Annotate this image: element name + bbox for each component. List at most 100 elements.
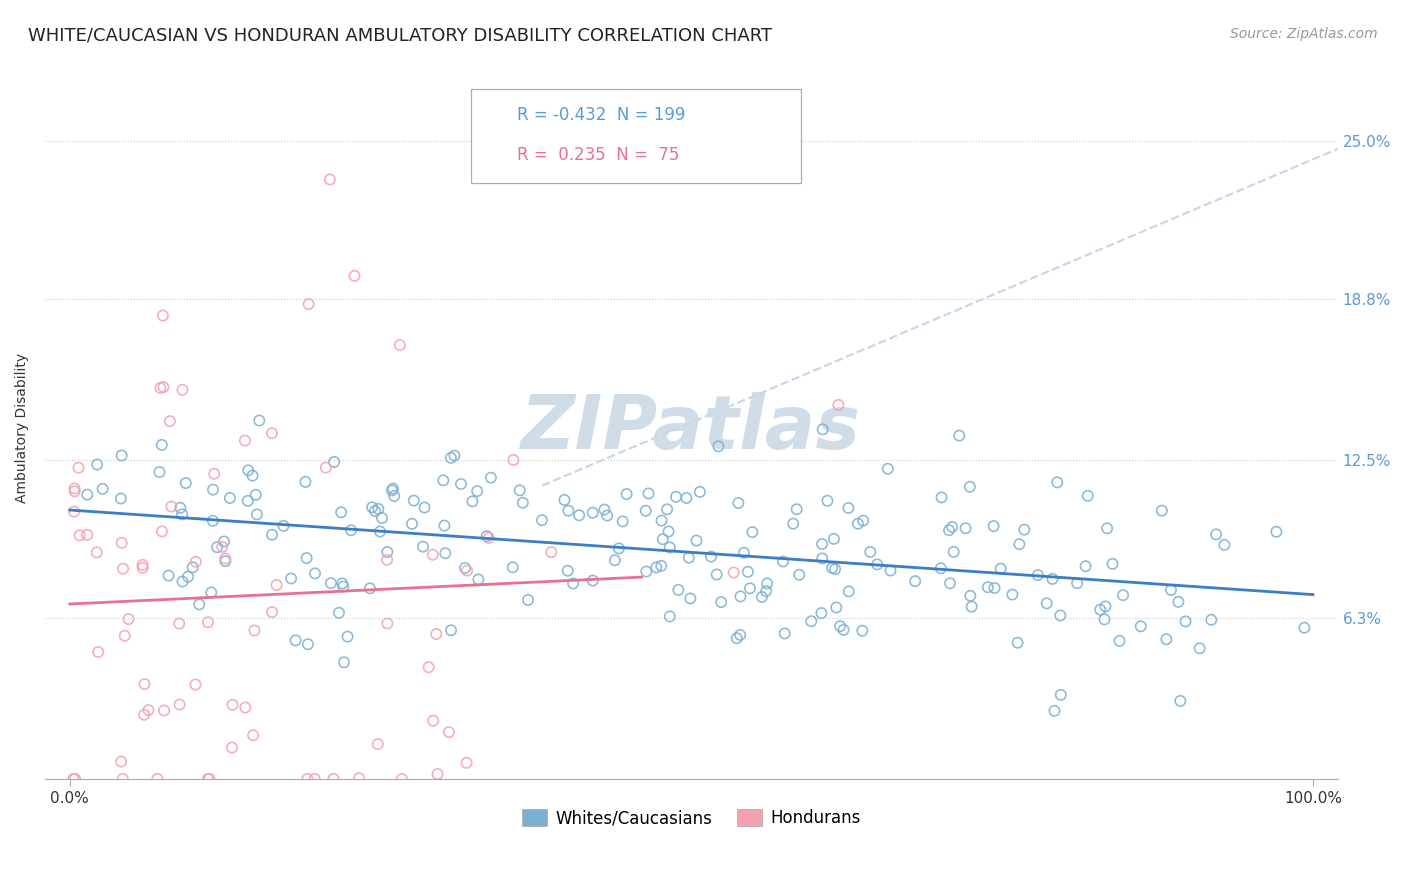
Point (110, 755, 132, 769)
Point (876, 461, 898, 475)
Point (517, 593, 540, 607)
Point (1201, 613, 1223, 627)
Point (512, 496, 534, 510)
Point (242, 468, 264, 483)
Point (214, 551, 236, 566)
Point (422, 714, 444, 728)
Text: ZIPatlas: ZIPatlas (522, 392, 862, 465)
Point (297, 297, 319, 311)
Point (197, 772, 219, 786)
Point (990, 562, 1012, 576)
Point (1043, 704, 1066, 718)
Point (211, 540, 233, 554)
Point (212, 534, 235, 549)
Point (174, 476, 197, 491)
Point (728, 628, 751, 642)
Point (434, 546, 457, 560)
Point (786, 502, 808, 516)
Point (1026, 568, 1049, 582)
Point (214, 554, 236, 568)
Point (443, 449, 465, 463)
Point (381, 483, 404, 498)
Point (172, 574, 194, 589)
Point (800, 614, 823, 628)
Point (86, 458, 108, 472)
Point (851, 624, 873, 638)
Point (603, 553, 626, 567)
Point (823, 532, 845, 546)
Point (1188, 641, 1211, 656)
Point (152, 380, 174, 394)
Point (375, 553, 398, 567)
Point (425, 627, 447, 641)
Point (150, 438, 173, 452)
Point (359, 582, 381, 596)
Point (811, 422, 834, 436)
Point (931, 491, 953, 505)
Point (859, 545, 882, 559)
Point (152, 309, 174, 323)
Point (810, 606, 832, 620)
Point (330, 576, 353, 591)
Point (700, 549, 723, 564)
Point (323, 455, 346, 469)
Point (1066, 576, 1088, 591)
Point (146, 772, 169, 786)
Point (948, 428, 970, 442)
Point (198, 772, 221, 786)
Point (616, 487, 638, 501)
Point (723, 566, 745, 580)
Point (381, 482, 404, 496)
Point (737, 565, 759, 579)
Point (852, 514, 875, 528)
Point (184, 555, 207, 569)
Point (824, 562, 846, 576)
Point (879, 564, 901, 578)
Point (467, 573, 489, 587)
Point (364, 504, 387, 518)
Point (811, 551, 834, 566)
Point (651, 514, 673, 528)
Point (297, 637, 319, 651)
Point (939, 576, 962, 591)
Point (247, 413, 270, 427)
Point (114, 629, 136, 643)
Point (1112, 588, 1135, 602)
Point (157, 568, 180, 582)
Point (367, 737, 389, 751)
Point (1049, 688, 1071, 702)
Point (412, 540, 434, 554)
Point (332, 580, 354, 594)
Point (1205, 527, 1227, 541)
Point (461, 494, 484, 508)
Point (347, 771, 370, 785)
Point (221, 698, 243, 712)
Point (112, 562, 135, 576)
Point (167, 616, 190, 631)
Point (738, 582, 761, 596)
Point (540, 545, 562, 559)
Point (689, 484, 711, 499)
Point (1077, 489, 1099, 503)
Point (821, 561, 844, 575)
Point (131, 558, 153, 572)
Point (658, 541, 681, 555)
Point (1095, 521, 1118, 535)
Point (582, 574, 605, 588)
Point (568, 508, 591, 523)
Legend: Whites/Caucasians, Hondurans: Whites/Caucasians, Hondurans (515, 802, 868, 834)
Point (177, 570, 200, 584)
Point (756, 576, 779, 591)
Y-axis label: Ambulatory Disability: Ambulatory Disability (15, 353, 30, 503)
Point (942, 545, 965, 559)
Point (197, 615, 219, 629)
Point (666, 582, 689, 597)
Point (938, 523, 960, 537)
Point (977, 580, 1000, 594)
Point (371, 511, 394, 525)
Point (465, 484, 488, 499)
Point (955, 521, 977, 535)
Point (340, 523, 363, 537)
Point (1042, 572, 1064, 586)
Point (557, 504, 579, 518)
